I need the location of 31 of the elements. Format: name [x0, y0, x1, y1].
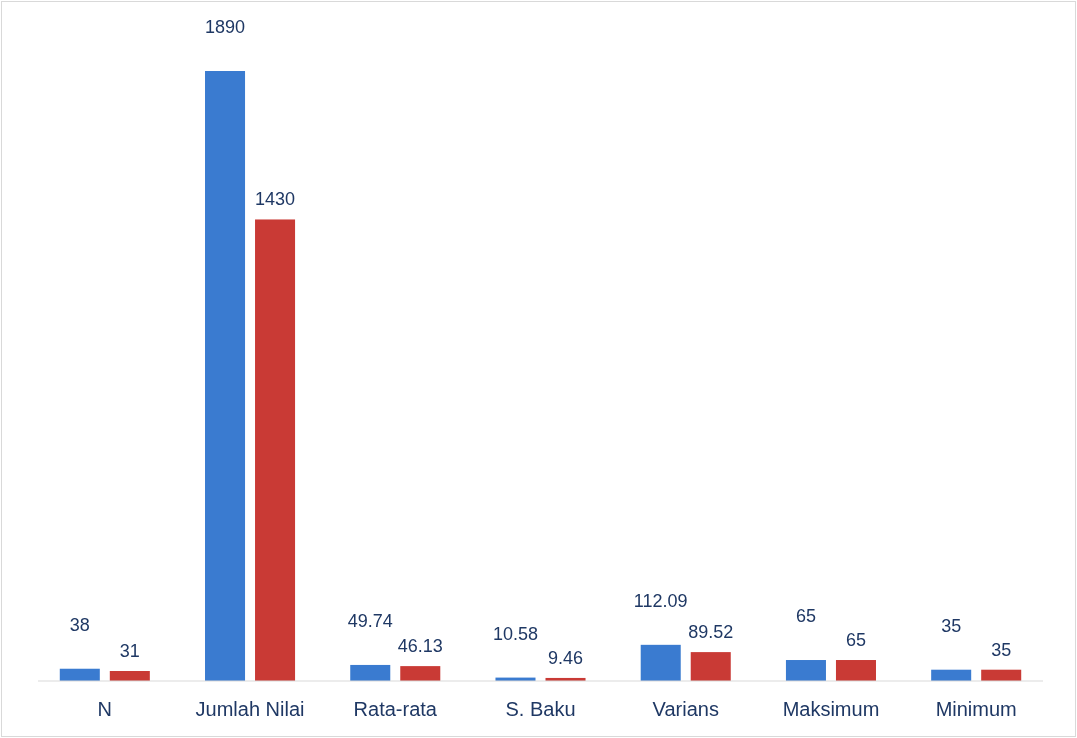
data-label: 89.52	[688, 622, 734, 643]
x-tick-label: Varians	[652, 698, 719, 720]
bar	[255, 219, 296, 681]
data-label: 38	[69, 614, 90, 635]
x-tick-label: Maksimum	[782, 698, 880, 720]
data-label: 65	[845, 630, 866, 651]
bar	[690, 652, 731, 681]
bar	[205, 71, 246, 681]
x-tick-label: Minimum	[935, 698, 1017, 720]
x-tick-label: Jumlah Nilai	[195, 698, 305, 720]
bar	[400, 666, 441, 681]
data-label: 49.74	[347, 610, 393, 631]
data-label: 1430	[255, 189, 296, 210]
bar	[640, 644, 681, 681]
data-label: 9.46	[547, 647, 584, 668]
x-tick-label: S. Baku	[505, 698, 576, 720]
bar	[835, 660, 876, 681]
data-label: 65	[795, 606, 816, 627]
bar	[785, 660, 826, 681]
data-label: 1890	[205, 17, 246, 37]
bar	[59, 668, 100, 681]
data-label: 31	[119, 640, 140, 661]
bar	[109, 671, 150, 681]
data-label: 112.09	[633, 590, 688, 611]
data-label: 10.58	[492, 623, 539, 644]
x-tick-label: N	[97, 698, 113, 720]
bar	[350, 664, 391, 681]
data-label: 35	[941, 615, 962, 636]
data-label: 35	[991, 639, 1012, 660]
data-label: 46.13	[397, 636, 443, 657]
x-tick-label: Rata-rata	[353, 698, 438, 720]
